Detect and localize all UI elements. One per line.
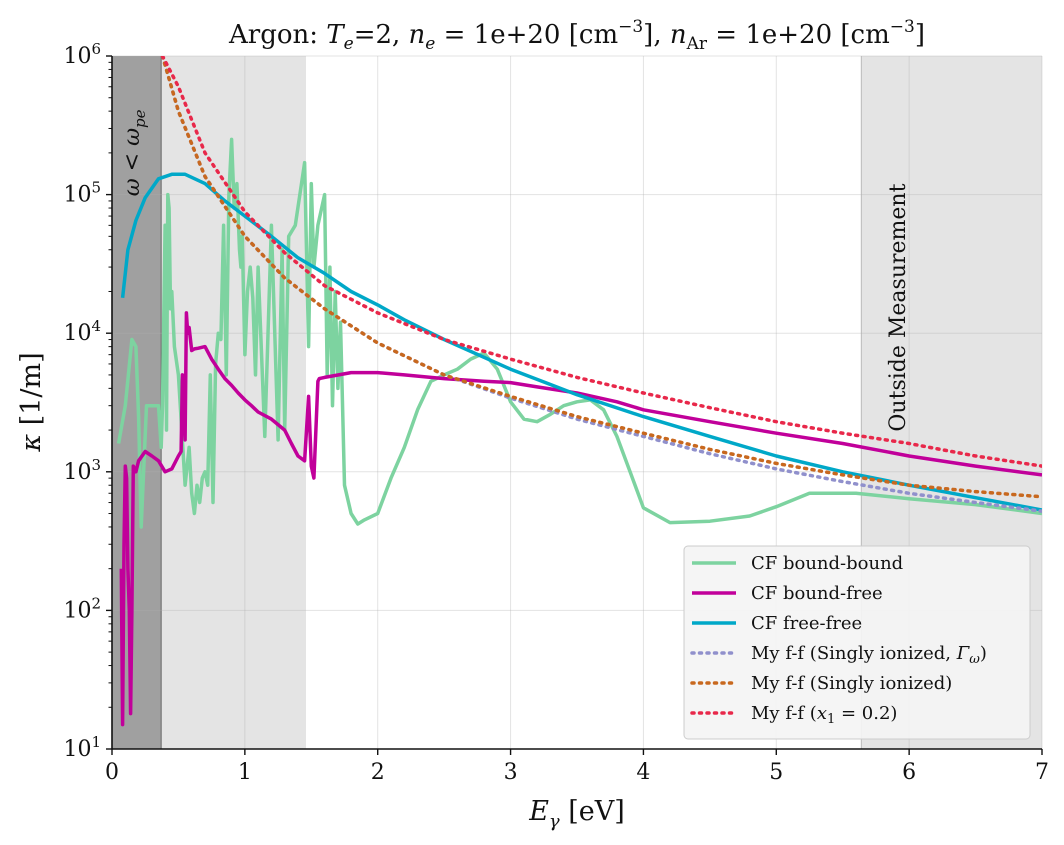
x-tick-label: 4 [636,760,650,785]
series-line-1 [119,311,1042,727]
series-line-4 [160,56,1042,499]
axis-ticks: 0 1 2 3 4 5 6 7 101 102 103 104 105 106 [63,40,1049,785]
y-tick-label: 102 [63,594,101,623]
annotation-omega: ω < ωpe [120,109,149,196]
x-tick-label: 3 [504,760,518,785]
legend-label-5: My f-f (x1 = 0.2) [751,703,897,727]
y-tick-label: 106 [63,40,101,69]
x-tick-label: 0 [105,760,119,785]
chart-title: Argon: Te=2, ne = 1e+20 [cm−3], nAr = 1e… [228,17,925,54]
x-tick-label: 5 [769,760,783,785]
y-tick-label: 104 [63,317,101,346]
x-tick-label: 1 [238,760,252,785]
legend-label-1: CF bound-free [751,583,883,604]
x-tick-label: 2 [371,760,385,785]
x-axis-label: Eγ [eV] [528,796,625,832]
y-tick-label: 101 [63,733,101,762]
y-axis-label: κ [1/m] [16,352,47,452]
series-line-0 [116,137,1042,529]
series-line-2 [120,172,1042,512]
series-line-5 [160,56,1042,468]
series-layer [116,56,1042,727]
x-tick-label: 7 [1035,760,1049,785]
legend-label-2: CF free-free [751,613,862,634]
legend: CF bound-bound CF bound-free CF free-free M… [683,545,1031,740]
y-tick-label: 105 [63,179,101,208]
legend-label-0: CF bound-bound [751,553,903,574]
axes-spines [111,56,1042,750]
annotation-outside-measurement: Outside Measurement [886,183,911,431]
legend-label-4: My f-f (Singly ionized) [751,673,952,694]
x-tick-label: 6 [902,760,916,785]
y-tick-label: 103 [63,456,101,485]
legend-label-3: My f-f (Singly ionized, Γω) [751,643,987,667]
